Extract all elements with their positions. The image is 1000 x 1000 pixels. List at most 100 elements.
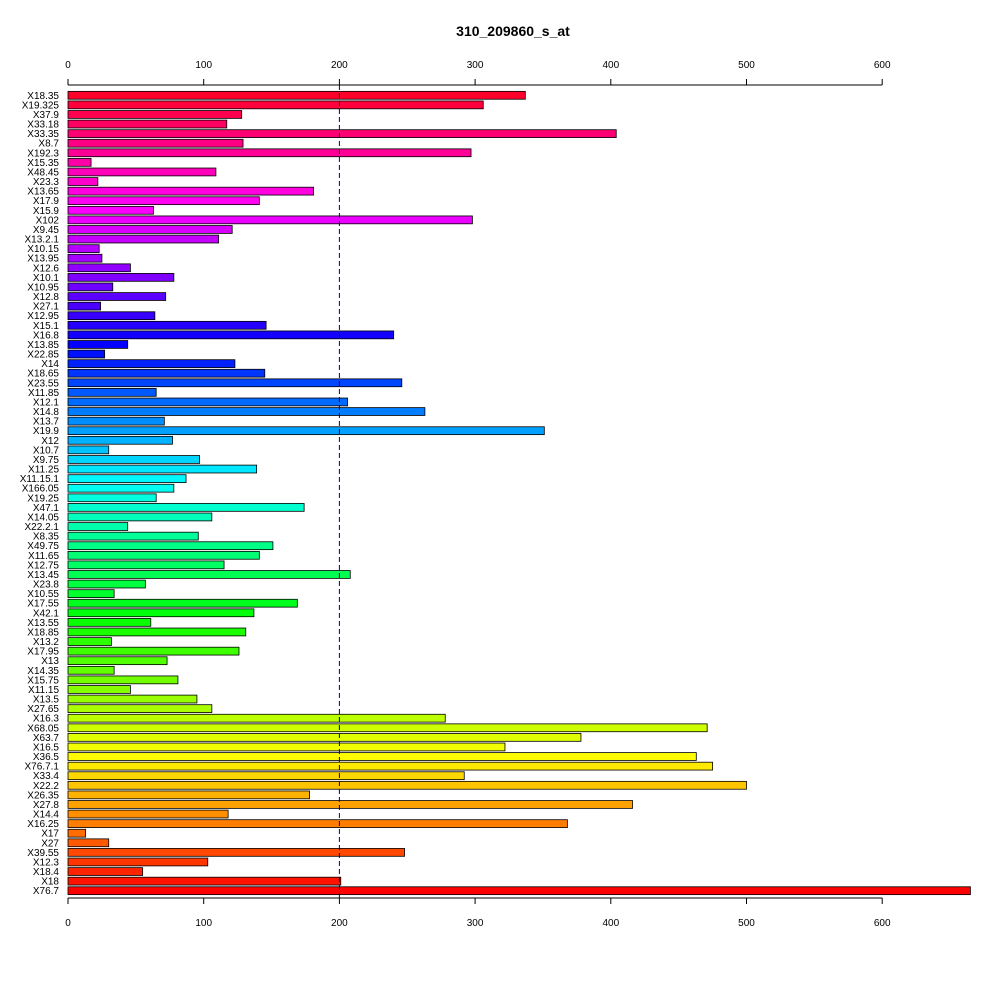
tick-label: 500 — [738, 918, 755, 929]
bar-X11.25 — [67, 464, 258, 474]
category-label: X18.65 — [27, 369, 59, 380]
category-label: X14.05 — [27, 512, 59, 523]
bar-X9.45 — [67, 225, 233, 234]
category-label: X12.8 — [33, 292, 60, 303]
bar-X16.3 — [67, 713, 446, 723]
category-label: X192.3 — [27, 148, 59, 159]
bar-X8.35 — [67, 531, 199, 541]
bar-X42.1 — [67, 608, 255, 618]
bar-X27.65 — [67, 704, 213, 713]
bar-X13.2 — [67, 637, 112, 646]
bar-X102 — [67, 215, 473, 225]
bar-X12.75 — [67, 560, 225, 570]
bar-X12.3 — [67, 857, 209, 867]
bar-X10.55 — [67, 589, 115, 598]
bar-X33.4 — [67, 771, 465, 781]
bar-X166.05 — [67, 483, 175, 493]
category-label: X12 — [41, 436, 59, 447]
category-label: X102 — [36, 215, 60, 226]
bar-X12 — [67, 435, 173, 445]
bar-X36.5 — [67, 752, 697, 761]
tick-label: 200 — [331, 918, 348, 929]
bar-X12.1 — [67, 397, 348, 407]
category-label: X27.1 — [33, 302, 60, 313]
category-label: X11.15.1 — [20, 474, 60, 485]
category-label: X33.35 — [27, 129, 59, 140]
category-label: X17.9 — [33, 196, 60, 207]
bar-X18.85 — [67, 627, 247, 637]
bar-X192.3 — [67, 148, 472, 158]
category-label: X23.55 — [27, 378, 59, 389]
tick-label: 400 — [602, 60, 619, 71]
bar-X14.35 — [67, 665, 115, 675]
tick-label: 600 — [874, 60, 891, 71]
bar-X23.3 — [67, 177, 99, 186]
category-label: X26.35 — [27, 790, 59, 801]
category-label: X12.95 — [27, 311, 59, 322]
category-label: X76.7 — [33, 886, 60, 897]
bar-X48.45 — [67, 167, 217, 177]
category-label: X23.8 — [33, 580, 60, 591]
category-label: X15.9 — [33, 206, 60, 217]
category-label: X33.4 — [33, 771, 60, 782]
bar-X8.7 — [67, 138, 244, 148]
bar-X19.25 — [67, 493, 157, 503]
category-label: X13.85 — [27, 340, 59, 351]
tick-label: 100 — [195, 918, 212, 929]
category-label: X16.3 — [33, 714, 60, 725]
category-label: X9.75 — [33, 455, 60, 466]
category-label: X18.85 — [27, 627, 59, 638]
category-label: X13.95 — [27, 254, 59, 265]
category-label: X15.35 — [27, 158, 59, 169]
bar-X27.1 — [67, 301, 101, 311]
bar-X26.35 — [67, 790, 310, 800]
bar-X13.85 — [67, 340, 129, 349]
bar-X16.25 — [67, 819, 568, 828]
bar-X12.8 — [67, 292, 167, 301]
category-label: X49.75 — [27, 541, 59, 552]
tick-label: 0 — [65, 60, 71, 71]
bar-X15.75 — [67, 675, 179, 685]
bar-X15.9 — [67, 205, 154, 215]
category-label: X27.65 — [27, 704, 59, 715]
category-label: X37.9 — [33, 110, 60, 121]
category-label: X14.8 — [33, 407, 60, 418]
bar-X11.65 — [67, 550, 260, 560]
category-label: X68.05 — [27, 723, 59, 734]
category-label: X9.45 — [33, 225, 60, 236]
category-label: X22.2.1 — [25, 522, 60, 533]
category-label: X22.85 — [27, 350, 59, 361]
category-label: X13.65 — [27, 187, 59, 198]
bar-X18.35 — [67, 90, 526, 100]
bar-X16.8 — [67, 330, 395, 340]
category-label: X18 — [41, 877, 59, 888]
category-label: X10.1 — [33, 273, 60, 284]
category-label: X15.75 — [27, 675, 59, 686]
bar-X68.05 — [67, 723, 708, 733]
bar-X13.65 — [67, 186, 315, 196]
chart-title: 310_209860_s_at — [456, 23, 570, 39]
bar-X27 — [67, 838, 110, 848]
bar-X13.7 — [67, 416, 165, 426]
bar-X14 — [67, 359, 236, 368]
tick-label: 300 — [467, 918, 484, 929]
bar-X47.1 — [67, 503, 305, 512]
category-label: X10.55 — [27, 589, 59, 600]
category-label: X12.75 — [27, 560, 59, 571]
bar-X76.7 — [67, 886, 971, 896]
category-label: X17.95 — [27, 647, 59, 658]
category-label: X18.35 — [27, 91, 59, 102]
bar-X23.8 — [67, 579, 146, 589]
category-label: X36.5 — [33, 752, 60, 763]
bar-X49.75 — [67, 541, 274, 551]
tick-label: 500 — [738, 60, 755, 71]
bar-X13.95 — [67, 253, 103, 263]
bar-X22.2 — [67, 780, 747, 790]
bar-X14.4 — [67, 809, 229, 819]
category-labels: X18.35X19.325X37.9X33.18X33.35X8.7X192.3… — [20, 91, 60, 897]
bar-X39.55 — [67, 848, 405, 857]
category-label: X12.1 — [33, 397, 60, 408]
bar-X18 — [67, 876, 342, 886]
category-label: X27.8 — [33, 800, 60, 811]
